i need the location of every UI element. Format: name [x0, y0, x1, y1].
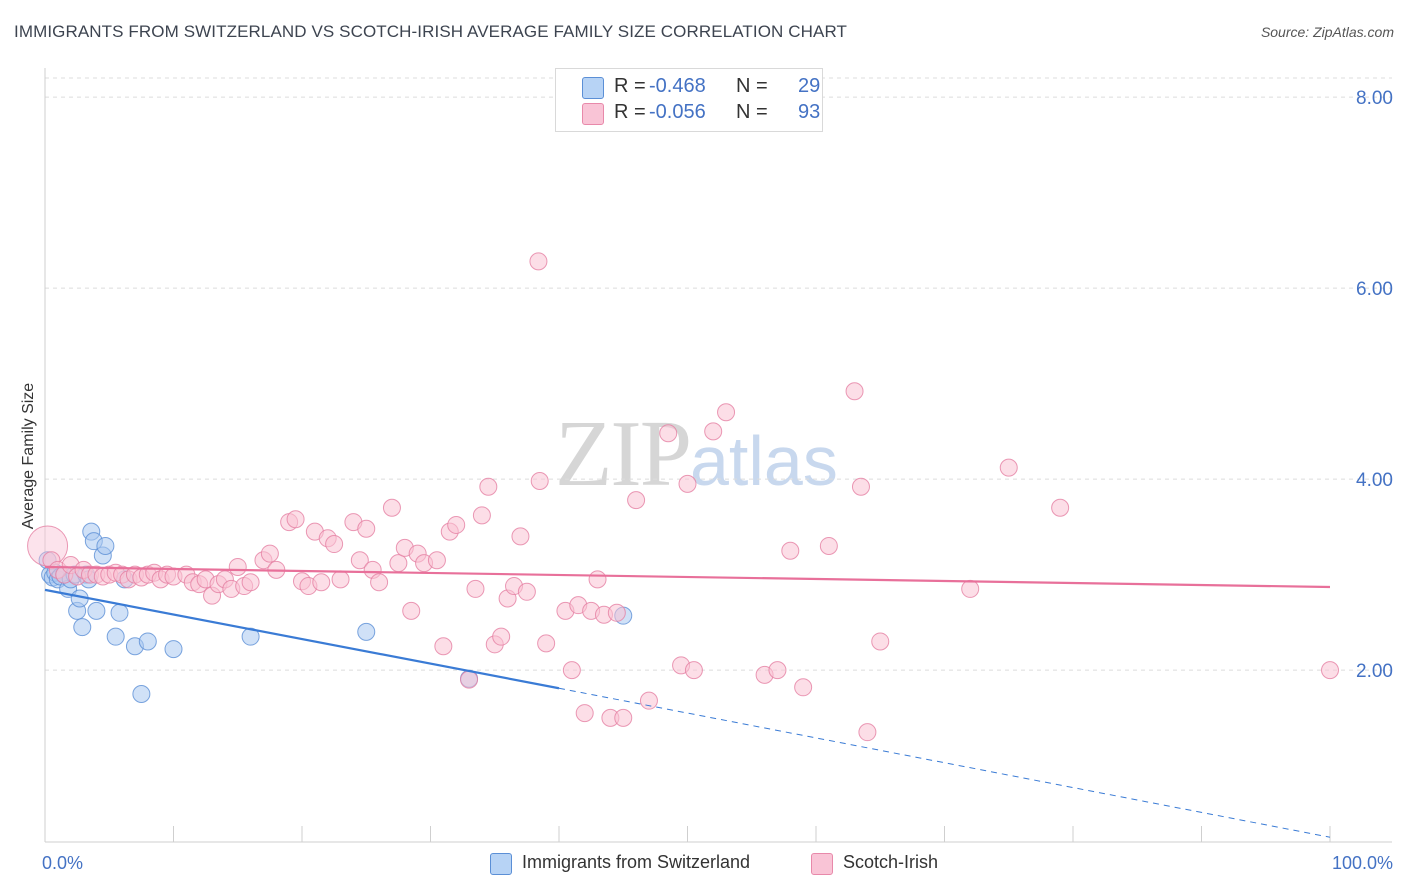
- data-point: [132, 684, 151, 703]
- data-point: [627, 491, 646, 510]
- series-scotch-irish-points: [27, 252, 1339, 742]
- legend-r-label: R =: [614, 75, 646, 97]
- data-point: [325, 535, 344, 554]
- data-point: [370, 573, 389, 592]
- trend-line-switzerland-extension: [558, 687, 1331, 838]
- data-point: [845, 382, 864, 401]
- legend-n-label: N =: [736, 75, 768, 97]
- data-point: [659, 424, 678, 443]
- data-point: [961, 579, 980, 598]
- data-point: [389, 554, 408, 573]
- legend-r-value: -0.056: [649, 101, 706, 123]
- data-point: [479, 477, 498, 496]
- data-point: [684, 661, 703, 680]
- data-point: [1051, 498, 1070, 517]
- trend-line-scotch-irish: [44, 565, 1331, 589]
- data-point: [999, 458, 1018, 477]
- data-point: [575, 704, 594, 723]
- data-point: [96, 536, 115, 555]
- data-point: [164, 640, 183, 659]
- data-point: [768, 661, 787, 680]
- legend-n-label: N =: [736, 101, 768, 123]
- data-point: [492, 627, 511, 646]
- data-point: [529, 252, 548, 271]
- data-point: [537, 634, 556, 653]
- data-point: [331, 570, 350, 589]
- y-tick-label: 8.00: [1356, 88, 1393, 109]
- data-point: [357, 622, 376, 641]
- data-point: [704, 422, 723, 441]
- data-point: [106, 627, 125, 646]
- data-point: [241, 573, 260, 592]
- data-point: [312, 573, 331, 592]
- data-point: [350, 551, 369, 570]
- legend-r-value: -0.468: [649, 75, 706, 97]
- tick-labels: 2.00 4.00 6.00 8.00 0.0% 100.0%: [42, 88, 1393, 873]
- legend-swatch-scotch-irish: [582, 103, 604, 125]
- data-point: [138, 632, 157, 651]
- bottom-legend-label-scotch-irish: Scotch-Irish: [843, 852, 939, 872]
- data-point: [382, 498, 401, 517]
- data-point: [871, 632, 890, 651]
- axes: [44, 68, 1392, 843]
- x-tick-label-min: 0.0%: [42, 853, 83, 873]
- data-point: [517, 582, 536, 601]
- data-point: [87, 601, 106, 620]
- bottom-legend-label-switzerland: Immigrants from Switzerland: [522, 852, 751, 872]
- x-tick-label-max: 100.0%: [1332, 853, 1393, 873]
- bottom-legend-swatch-scotch-irish: [811, 853, 833, 875]
- data-point: [607, 603, 626, 622]
- data-point: [794, 678, 813, 697]
- watermark-zip: ZIP: [555, 402, 692, 506]
- legend-r-label: R =: [614, 101, 646, 123]
- data-point: [511, 527, 530, 546]
- data-point: [447, 515, 466, 534]
- data-point: [228, 557, 247, 576]
- source-label: Source: ZipAtlas.com: [1260, 24, 1394, 40]
- data-point: [110, 603, 129, 622]
- data-point: [678, 474, 697, 493]
- data-point: [717, 403, 736, 422]
- data-point: [1321, 661, 1339, 680]
- trend-line-switzerland: [44, 588, 560, 690]
- trend-lines: [44, 565, 1331, 838]
- bottom-legend-swatch-switzerland: [490, 853, 512, 875]
- y-tick-label: 4.00: [1356, 470, 1393, 491]
- data-point: [819, 536, 838, 555]
- data-point: [286, 510, 305, 529]
- data-point: [434, 637, 453, 656]
- data-point: [588, 570, 607, 589]
- data-point: [466, 579, 485, 598]
- y-tick-label: 2.00: [1356, 661, 1393, 682]
- data-point: [614, 708, 633, 727]
- data-point: [73, 618, 92, 637]
- data-point: [402, 601, 421, 620]
- legend-n-value: 29: [798, 75, 821, 97]
- data-point: [562, 661, 581, 680]
- data-point: [530, 472, 549, 491]
- data-point: [260, 544, 279, 563]
- data-point: [357, 519, 376, 538]
- data-point: [639, 691, 658, 710]
- legend-n-value: 93: [798, 101, 821, 123]
- y-tick-label: 6.00: [1356, 279, 1393, 300]
- chart-title: IMMIGRANTS FROM SWITZERLAND VS SCOTCH-IR…: [14, 22, 848, 41]
- data-point: [781, 541, 800, 560]
- correlation-legend: R = -0.468 N = 29 R = -0.056 N = 93: [555, 68, 823, 132]
- legend-swatch-switzerland: [582, 77, 604, 99]
- data-point: [427, 551, 446, 570]
- data-point: [851, 477, 870, 496]
- data-point: [460, 670, 479, 689]
- data-point: [858, 723, 877, 742]
- data-point: [472, 506, 491, 525]
